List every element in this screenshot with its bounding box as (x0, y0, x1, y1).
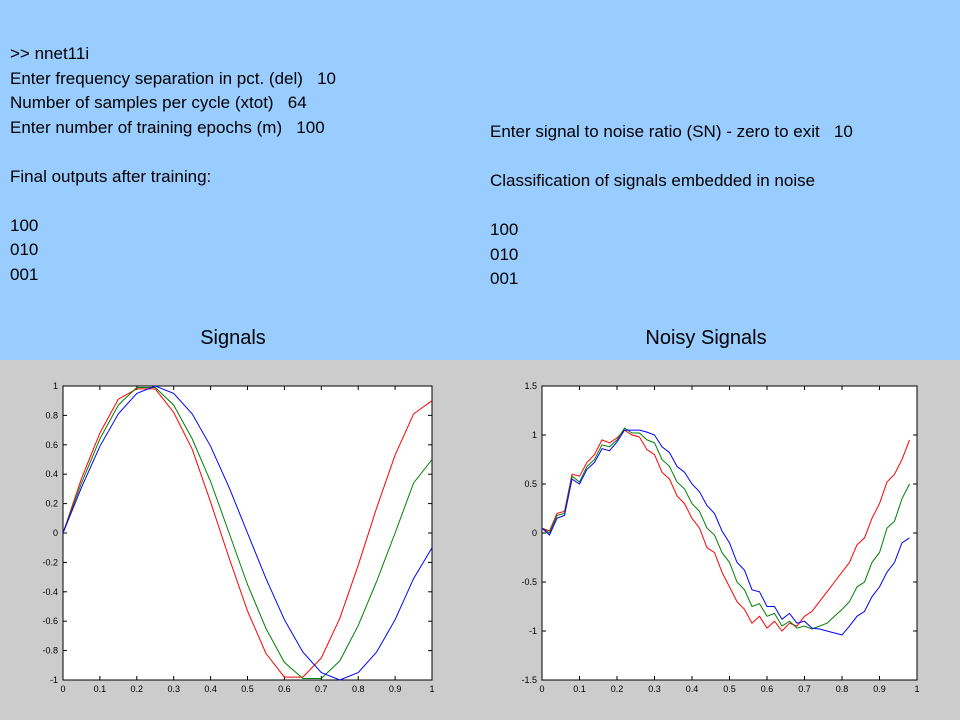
y-tick-label: -1 (50, 675, 58, 685)
console-line: >> nnet11i (10, 44, 90, 63)
x-tick-label: 0.5 (723, 684, 736, 694)
console-output-left: >> nnet11i Enter frequency separation in … (10, 42, 336, 287)
x-tick-label: 0.4 (204, 684, 217, 694)
console-line: 010 (10, 240, 39, 259)
x-tick-label: 0.1 (573, 684, 586, 694)
y-tick-label: 0.5 (524, 479, 537, 489)
console-line: Number of samples per cycle (xtot) 64 (10, 93, 307, 112)
x-tick-label: 0 (60, 684, 65, 694)
y-tick-label: -0.6 (42, 616, 58, 626)
x-tick-label: 0.8 (352, 684, 365, 694)
series-line (541, 427, 910, 630)
console-line: 100 (490, 220, 519, 239)
x-tick-label: 0.5 (241, 684, 254, 694)
console-line: 100 (10, 215, 39, 235)
console-line (490, 194, 853, 219)
x-tick-label: 0.1 (94, 684, 107, 694)
y-tick-label: 0.8 (45, 410, 58, 420)
x-tick-label: 0.4 (686, 684, 699, 694)
x-tick-label: 0.9 (389, 684, 402, 694)
plots-canvas: 0 0.1 0.2 0.3 0.4 0.5 0.6 0.7 0.8 0.9 110.80.60.40… (42, 381, 919, 694)
console-line: 001 (490, 269, 519, 288)
series-line (541, 429, 910, 636)
series-line (62, 385, 433, 681)
x-tick-label: 0.2 (131, 684, 144, 694)
series-line (541, 429, 910, 632)
x-tick-label: 0 (539, 684, 544, 694)
y-tick-label: -0.5 (521, 577, 537, 587)
console-line: Classification of signals embedded in no… (490, 171, 816, 190)
y-tick-label: -1.5 (521, 675, 537, 685)
series-line (62, 388, 433, 678)
y-tick-label: -0.2 (42, 557, 58, 567)
noisy-signals-caption: Noisy Signals (645, 327, 767, 349)
y-tick-label: -0.8 (42, 646, 58, 656)
y-tick-label: 0.4 (45, 469, 58, 479)
x-tick-label: 1 (429, 684, 434, 694)
x-tick-label: 0.6 (278, 684, 291, 694)
y-tick-label: -0.4 (42, 587, 58, 597)
console-output-right: Enter signal to noise ratio (SN) - zero … (490, 120, 853, 292)
signals-caption: Signals (200, 327, 266, 349)
noisy-signals-chart: 0 0.1 0.2 0.3 0.4 0.5 0.6 0.7 0.8 0.9 1 1.5 1 0.5 0 -0.… (521, 381, 919, 694)
console-line (490, 145, 853, 170)
console-line: 010 (490, 244, 519, 264)
console-panel: >> nnet11i Enter frequency separation in … (0, 0, 960, 360)
console-line: 001 (10, 264, 39, 284)
x-tick-label: 0.8 (836, 684, 849, 694)
y-tick-label: 1.5 (524, 381, 537, 391)
y-tick-label: 0.2 (45, 499, 58, 509)
x-tick-label: 0.7 (315, 684, 328, 694)
x-tick-label: 1 (914, 684, 919, 694)
console-line (10, 189, 336, 214)
series-line (62, 387, 433, 679)
x-tick-label: 0.3 (167, 684, 180, 694)
x-tick-label: 0.2 (611, 684, 624, 694)
x-tick-label: 0.3 (648, 684, 661, 694)
x-tick-label: 0.6 (761, 684, 774, 694)
console-line: Enter signal to noise ratio (SN) - zero … (490, 122, 853, 141)
console-line: Enter frequency separation in pct. (del)… (10, 68, 337, 88)
plot-area (541, 385, 918, 681)
console-line (10, 140, 336, 165)
y-tick-label: 0.6 (45, 440, 58, 450)
y-tick-label: 1 (53, 381, 58, 391)
y-tick-label: 0 (532, 528, 537, 538)
y-tick-label: 0 (53, 528, 58, 538)
x-tick-label: 0.7 (798, 684, 811, 694)
y-tick-label: 1 (532, 430, 537, 440)
x-tick-label: 0.9 (873, 684, 886, 694)
console-line: Enter number of training epochs (m) 100 (10, 117, 325, 137)
y-tick-label: -1 (529, 626, 537, 636)
signals-chart: 0 0.1 0.2 0.3 0.4 0.5 0.6 0.7 0.8 0.9 1 1 0.8 0.6 0.4 0… (42, 381, 434, 694)
console-line: Final outputs after training: (10, 166, 212, 186)
